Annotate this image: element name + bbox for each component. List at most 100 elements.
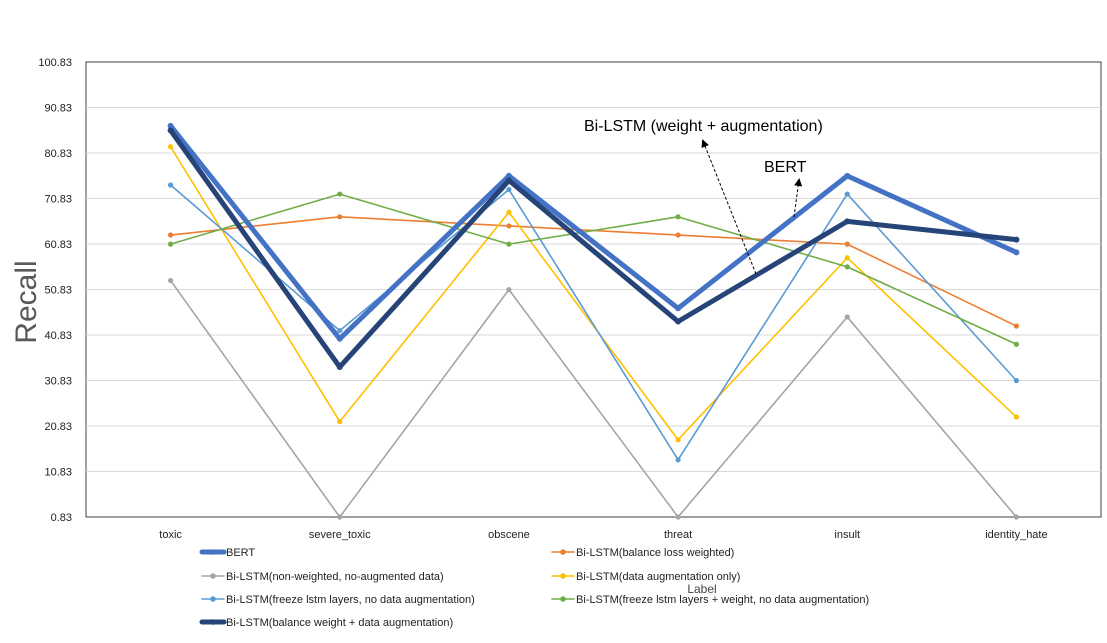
x-tick-label: obscene bbox=[488, 529, 530, 541]
data-point bbox=[167, 232, 174, 238]
data-point bbox=[506, 287, 512, 293]
annotation-bilstm-label: Bi-LSTM (weight + augmentation) bbox=[584, 118, 823, 135]
legend-item-bi-lstm-balance-loss-weighted: Bi-LSTM(balance loss weighted) bbox=[551, 547, 734, 559]
legend: BERT Bi-LSTM(balance loss weighted) Bi-LST… bbox=[199, 547, 869, 629]
data-point bbox=[505, 172, 512, 179]
legend-marker bbox=[210, 549, 216, 555]
x-axis-ticks: toxic severe_toxic obscene threat insult iden… bbox=[159, 529, 1047, 541]
data-point bbox=[675, 457, 681, 463]
data-point bbox=[505, 177, 512, 184]
x-tick-label: identity_hate bbox=[985, 529, 1047, 541]
series-bi-lstm-balance-weight-data-augmentation bbox=[167, 127, 1020, 370]
legend-label: Bi-LSTM(data augmentation only) bbox=[576, 571, 740, 583]
x-tick-label: threat bbox=[664, 529, 692, 541]
annotations: Bi-LSTM (weight + augmentation) BERT bbox=[584, 118, 823, 275]
data-point bbox=[337, 191, 343, 197]
legend-marker bbox=[560, 549, 566, 555]
series-bi-lstm-freeze-lstm-layers-weight-no-data-augmentation bbox=[167, 191, 1020, 347]
legend-item-bi-lstm-data-augmentation-only: Bi-LSTM(data augmentation only) bbox=[551, 571, 740, 583]
series-line bbox=[169, 279, 1018, 518]
y-tick-label: 50.83 bbox=[44, 285, 72, 297]
legend-label: Bi-LSTM(non-weighted, no-augmented data) bbox=[226, 571, 444, 583]
legend-marker bbox=[210, 619, 216, 625]
data-point bbox=[844, 264, 850, 270]
legend-label: BERT bbox=[226, 547, 255, 559]
data-point bbox=[675, 318, 682, 325]
series-lines bbox=[167, 122, 1020, 520]
annotation-bert-arrow bbox=[793, 178, 803, 218]
legend-item-bi-lstm-non-weighted-no-augmented-data: Bi-LSTM(non-weighted, no-augmented data) bbox=[201, 571, 444, 583]
data-point bbox=[506, 223, 512, 229]
data-point bbox=[675, 232, 681, 238]
data-point bbox=[844, 314, 850, 320]
data-point bbox=[844, 241, 850, 247]
data-point bbox=[844, 255, 850, 261]
data-point bbox=[844, 172, 851, 179]
data-point bbox=[1013, 249, 1020, 256]
data-point bbox=[1013, 341, 1020, 347]
legend-marker bbox=[560, 596, 566, 602]
legend-label: Bi-LSTM(freeze lstm layers + weight, no … bbox=[576, 594, 869, 606]
data-point bbox=[336, 363, 343, 370]
data-point bbox=[675, 514, 681, 520]
x-tick-label: insult bbox=[834, 529, 860, 541]
data-point bbox=[167, 144, 174, 150]
series-bert bbox=[167, 122, 1020, 342]
data-point bbox=[167, 182, 174, 188]
data-point bbox=[844, 191, 850, 197]
data-point bbox=[167, 127, 174, 134]
data-point bbox=[1013, 236, 1020, 243]
data-point bbox=[337, 418, 343, 425]
series-line bbox=[168, 127, 1019, 370]
annotation-bilstm-arrow bbox=[701, 139, 757, 275]
data-point bbox=[1013, 323, 1020, 329]
data-point bbox=[337, 327, 343, 334]
series-line bbox=[169, 193, 1018, 346]
y-tick-label: 70.83 bbox=[44, 194, 72, 206]
data-point bbox=[506, 186, 512, 193]
data-point bbox=[167, 241, 174, 247]
data-point bbox=[1013, 414, 1020, 420]
legend-item-bi-lstm-balance-weight-data-augmentation: Bi-LSTM(balance weight + data augmentati… bbox=[199, 617, 453, 629]
data-point bbox=[675, 214, 681, 220]
data-point bbox=[506, 241, 512, 247]
y-axis-label: Recall bbox=[10, 260, 43, 343]
x-axis-label: Label bbox=[687, 582, 716, 596]
y-tick-label: 80.83 bbox=[44, 148, 72, 160]
legend-item-bert: BERT bbox=[199, 547, 255, 559]
y-tick-label: 60.83 bbox=[44, 239, 72, 251]
data-point bbox=[844, 218, 851, 225]
legend-item-bi-lstm-freeze-lstm-layers-weight-no-data-augmentation: Bi-LSTM(freeze lstm layers + weight, no … bbox=[551, 594, 869, 606]
data-point bbox=[167, 277, 174, 284]
data-point bbox=[506, 209, 512, 215]
legend-label: Bi-LSTM(balance weight + data augmentati… bbox=[226, 617, 453, 629]
data-point bbox=[337, 514, 343, 520]
y-tick-label: 90.83 bbox=[44, 103, 72, 115]
legend-marker bbox=[560, 573, 566, 579]
y-tick-label: 30.83 bbox=[44, 376, 72, 388]
y-axis-ticks: 0.83 10.83 20.83 30.83 40.83 50.83 60.83 70.83 8… bbox=[38, 57, 72, 524]
gridlines bbox=[86, 107, 1101, 472]
x-tick-label: toxic bbox=[159, 529, 182, 541]
legend-label: Bi-LSTM(balance loss weighted) bbox=[576, 547, 734, 559]
y-tick-label: 0.83 bbox=[51, 512, 72, 524]
data-point bbox=[675, 305, 682, 312]
series-bi-lstm-non-weighted-no-augmented-data bbox=[167, 277, 1020, 520]
y-tick-label: 40.83 bbox=[44, 330, 72, 342]
x-tick-label: severe_toxic bbox=[309, 529, 371, 541]
y-tick-label: 100.83 bbox=[38, 57, 72, 69]
legend-marker bbox=[210, 573, 216, 579]
data-point bbox=[337, 214, 343, 220]
legend-marker bbox=[210, 596, 216, 602]
y-tick-label: 20.83 bbox=[44, 421, 72, 433]
series-line bbox=[168, 123, 1019, 342]
y-tick-label: 10.83 bbox=[44, 467, 72, 479]
data-point bbox=[336, 335, 343, 342]
data-point bbox=[675, 437, 681, 443]
data-point bbox=[1013, 514, 1020, 520]
data-point bbox=[167, 122, 174, 129]
data-point bbox=[1013, 378, 1020, 384]
legend-item-bi-lstm-freeze-lstm-layers-no-data-augmentation: Bi-LSTM(freeze lstm layers, no data augm… bbox=[201, 594, 475, 606]
